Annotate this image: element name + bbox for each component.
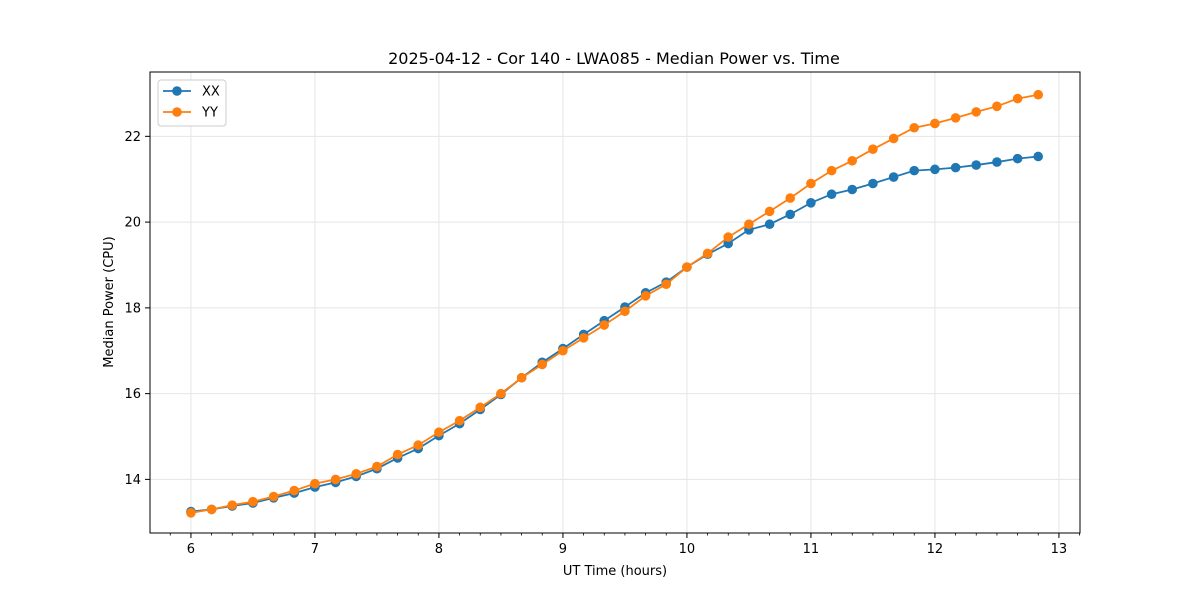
data-point-yy — [186, 508, 196, 518]
data-point-xx — [1033, 151, 1044, 162]
data-point-xx — [930, 164, 940, 175]
data-point-xx — [806, 197, 816, 208]
data-point-xx — [950, 162, 961, 173]
data-point-yy — [475, 402, 486, 413]
data-point-xx — [826, 189, 837, 200]
data-point-yy — [227, 500, 238, 510]
legend: XX YY — [157, 79, 227, 127]
y-tick-label: 20 — [124, 216, 141, 231]
data-point-yy — [351, 469, 362, 479]
x-tick-label: 12 — [927, 542, 944, 557]
y-tick-label: 22 — [124, 130, 141, 145]
y-tick-label: 14 — [124, 473, 141, 488]
data-point-yy — [702, 248, 713, 259]
x-tick-label: 10 — [679, 542, 696, 557]
data-point-xx — [992, 157, 1002, 167]
data-point-yy — [496, 388, 506, 399]
data-point-yy — [578, 333, 589, 343]
data-point-yy — [868, 144, 878, 154]
plot-frame — [149, 71, 1081, 534]
x-tick-label: 7 — [311, 542, 319, 557]
data-point-yy — [310, 478, 320, 489]
data-point-yy — [1012, 93, 1023, 104]
data-point-yy — [744, 219, 754, 230]
data-point-xx — [785, 209, 796, 220]
data-point-yy — [661, 279, 672, 290]
data-point-yy — [537, 359, 548, 370]
series-layer — [186, 89, 1044, 518]
data-point-yy — [888, 133, 899, 144]
data-point-yy — [413, 440, 424, 450]
data-point-yy — [930, 118, 940, 129]
legend-label-yy: YY — [201, 106, 218, 121]
data-point-xx — [971, 160, 982, 170]
data-point-yy — [785, 193, 796, 203]
axes: 6 7 8 9 10 11 12 13 14 16 18 20 22 — [124, 130, 1080, 557]
data-point-yy — [372, 461, 382, 472]
y-tick-label: 18 — [124, 301, 141, 316]
data-point-yy — [268, 491, 279, 502]
data-point-yy — [992, 101, 1002, 112]
data-point-yy — [454, 415, 465, 426]
data-point-yy — [558, 345, 568, 356]
x-tick-label: 9 — [559, 542, 567, 557]
data-point-yy — [723, 232, 734, 242]
data-point-xx — [909, 165, 920, 176]
x-tick-label: 11 — [803, 542, 820, 557]
data-point-xx — [1012, 153, 1023, 164]
data-point-yy — [289, 485, 300, 496]
data-point-yy — [1033, 89, 1044, 100]
data-point-yy — [392, 449, 403, 460]
series-line-yy — [190, 93, 1039, 514]
data-point-yy — [640, 291, 651, 301]
data-point-yy — [248, 496, 258, 507]
data-point-xx — [764, 219, 775, 230]
data-point-xx — [847, 184, 858, 195]
x-axis-label: UT Time (hours) — [563, 564, 667, 579]
data-point-yy — [950, 113, 961, 123]
x-tick-label: 13 — [1051, 542, 1068, 557]
series-line-xx — [190, 155, 1039, 513]
data-point-yy — [847, 155, 858, 166]
data-point-yy — [516, 372, 527, 383]
legend-marker-yy — [172, 107, 182, 117]
legend-label-xx: XX — [202, 85, 220, 100]
data-point-yy — [599, 320, 610, 330]
data-point-yy — [206, 504, 217, 515]
x-tick-label: 6 — [187, 542, 195, 557]
chart-title: 2025-04-12 - Cor 140 - LWA085 - Median P… — [388, 49, 840, 68]
data-point-yy — [971, 107, 982, 117]
data-point-xx — [868, 178, 878, 189]
data-point-yy — [764, 206, 775, 217]
data-point-xx — [888, 172, 899, 182]
legend-marker-xx — [172, 86, 182, 96]
data-point-yy — [826, 165, 837, 176]
data-point-yy — [330, 474, 341, 485]
grid — [150, 72, 1080, 533]
data-point-yy — [909, 122, 920, 133]
x-tick-label: 8 — [435, 542, 443, 557]
y-tick-label: 16 — [124, 387, 141, 402]
y-axis-label: Median Power (CPU) — [102, 236, 117, 367]
data-point-yy — [620, 306, 630, 317]
data-point-yy — [434, 427, 444, 438]
data-point-yy — [806, 178, 816, 189]
data-point-yy — [682, 262, 692, 272]
